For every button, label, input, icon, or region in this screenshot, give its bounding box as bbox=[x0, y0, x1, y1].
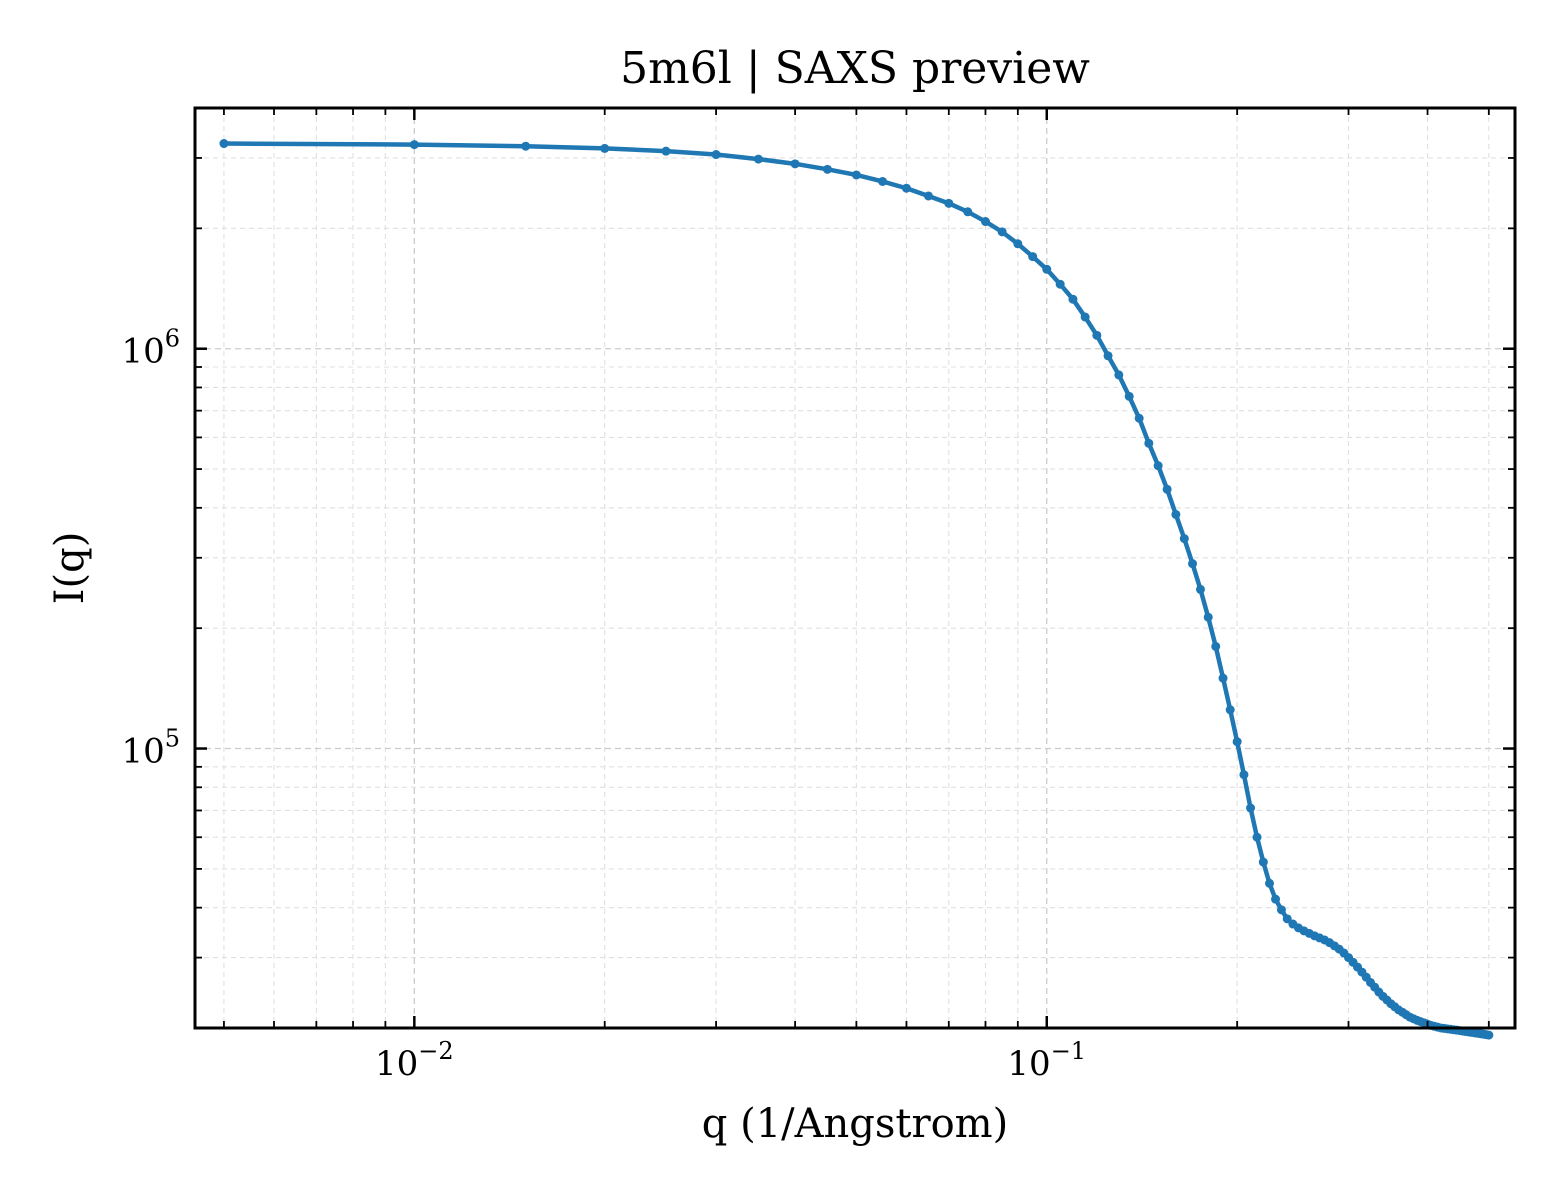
data-point bbox=[1203, 612, 1213, 622]
y-tick-label: 105 bbox=[121, 725, 180, 772]
data-point bbox=[1144, 438, 1154, 448]
plot-frame bbox=[193, 106, 1517, 1030]
y-tick-label: 106 bbox=[121, 325, 180, 372]
x-tick-label: 10−1 bbox=[1007, 1037, 1086, 1084]
data-point bbox=[944, 198, 954, 208]
data-point bbox=[1068, 294, 1078, 304]
data-point bbox=[409, 140, 419, 150]
data-point bbox=[1225, 705, 1235, 715]
data-point bbox=[1124, 391, 1134, 401]
data-point bbox=[1188, 559, 1198, 569]
data-point bbox=[1258, 857, 1268, 867]
data-point bbox=[711, 150, 721, 160]
data-point bbox=[1092, 330, 1102, 340]
data-point bbox=[878, 176, 888, 186]
data-point bbox=[1055, 279, 1065, 289]
data-point bbox=[1195, 584, 1205, 594]
data-point bbox=[1232, 737, 1242, 747]
data-point bbox=[219, 139, 229, 149]
chart-title: 5m6l | SAXS preview bbox=[620, 43, 1090, 94]
data-point bbox=[1114, 370, 1124, 380]
data-point bbox=[1246, 803, 1256, 813]
x-axis-label: q (1/Angstrom) bbox=[702, 1101, 1008, 1147]
data-point bbox=[753, 154, 763, 164]
tick-labels: 10−2 10−1 105 106 bbox=[121, 325, 1086, 1084]
data-point bbox=[1042, 264, 1052, 274]
data-point bbox=[923, 191, 933, 201]
data-point bbox=[1264, 878, 1274, 888]
data-point bbox=[600, 143, 610, 153]
data-point bbox=[1153, 461, 1163, 471]
data-point bbox=[1179, 534, 1189, 544]
data-point bbox=[1028, 252, 1038, 262]
data-point bbox=[790, 159, 800, 169]
data-point bbox=[980, 217, 990, 227]
data-point bbox=[1162, 484, 1172, 494]
axis-ticks bbox=[195, 107, 1515, 1029]
data-point bbox=[997, 227, 1007, 237]
data-point bbox=[1211, 641, 1221, 651]
data-point bbox=[1239, 770, 1249, 780]
data-point bbox=[1218, 673, 1228, 683]
y-axis-label: I(q) bbox=[47, 532, 93, 605]
data-point bbox=[1271, 894, 1281, 904]
data-point bbox=[963, 207, 973, 217]
data-point bbox=[822, 164, 832, 174]
data-point bbox=[521, 141, 531, 151]
data-point bbox=[1080, 312, 1090, 322]
data-point bbox=[661, 146, 671, 156]
data-point bbox=[1171, 509, 1181, 519]
data-point bbox=[1276, 905, 1286, 915]
data-point bbox=[1252, 832, 1262, 842]
data-point bbox=[1103, 351, 1113, 361]
data-point bbox=[851, 170, 861, 180]
x-tick-label: 10−2 bbox=[375, 1037, 454, 1084]
data-point bbox=[1484, 1030, 1494, 1040]
data-point bbox=[901, 183, 911, 193]
grid bbox=[195, 107, 1515, 1029]
data-point bbox=[1013, 239, 1023, 249]
data-point bbox=[1134, 413, 1144, 423]
